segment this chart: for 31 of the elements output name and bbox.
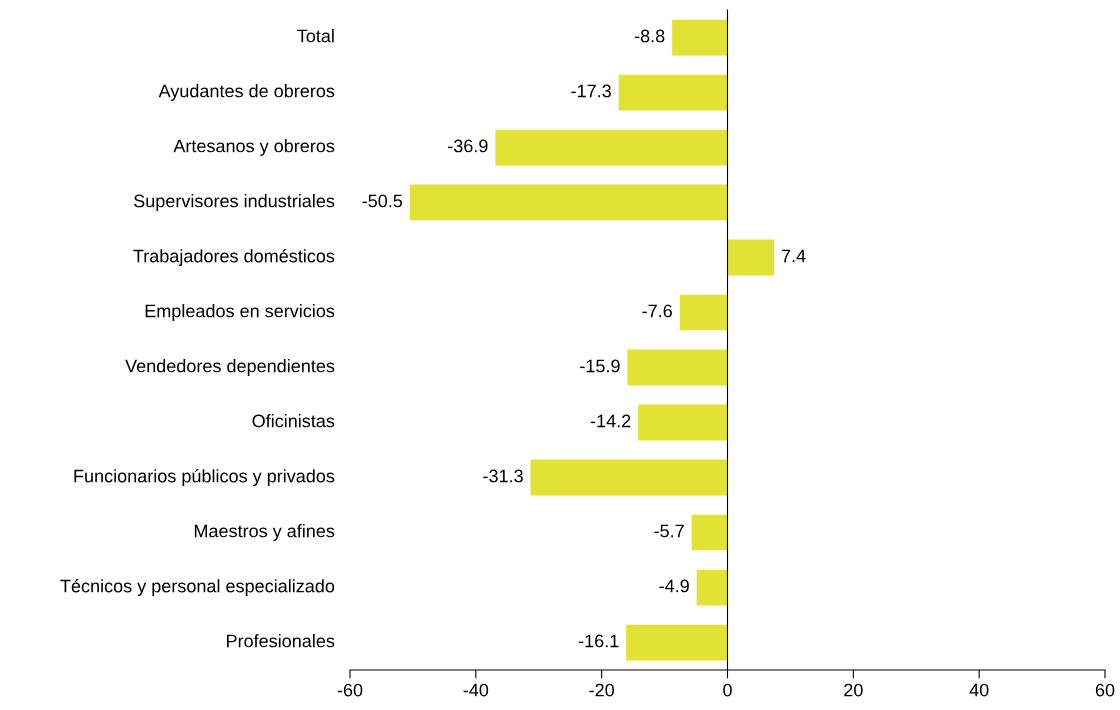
data-label: -36.9 bbox=[448, 139, 488, 153]
y-tick-label: Ayudantes de obreros bbox=[158, 84, 335, 101]
data-label: -8.8 bbox=[634, 29, 665, 43]
data-label: -16.1 bbox=[578, 634, 619, 648]
y-tick-label: Supervisores industriales bbox=[134, 194, 335, 211]
data-label: -5.7 bbox=[654, 524, 684, 538]
y-tick-label: Artesanos y obreros bbox=[173, 139, 335, 156]
y-tick-label: Funcionarios públicos y privados bbox=[74, 468, 335, 487]
x-tick-label: 20 bbox=[844, 683, 863, 697]
data-label: -15.9 bbox=[580, 359, 620, 373]
y-tick-label: Vendedores dependientes bbox=[125, 359, 335, 376]
y-tick-label: Maestros y afines bbox=[194, 524, 335, 541]
y-tick-label: Técnicos y personal especializado bbox=[60, 578, 335, 597]
x-tick-label: -20 bbox=[589, 683, 615, 697]
x-tick-label: -40 bbox=[463, 683, 489, 697]
y-tick-label: Empleados en servicios bbox=[145, 304, 335, 321]
x-tick-label: -60 bbox=[337, 683, 363, 697]
data-label: 7.4 bbox=[781, 249, 806, 263]
y-tick-label: Oficinistas bbox=[252, 414, 335, 428]
x-tick-label: 0 bbox=[723, 683, 732, 697]
data-label: -17.3 bbox=[571, 84, 611, 98]
data-label: -14.2 bbox=[590, 414, 631, 428]
y-tick-label: Profesionales bbox=[226, 634, 335, 648]
x-tick-label: 60 bbox=[1095, 683, 1115, 697]
x-tick-label: 40 bbox=[969, 683, 989, 697]
y-tick-label: Trabajadores domésticos bbox=[133, 248, 335, 267]
data-label: -4.9 bbox=[659, 579, 689, 593]
data-label: -31.3 bbox=[483, 469, 523, 483]
data-label: -7.6 bbox=[642, 304, 672, 318]
data-label: -50.5 bbox=[362, 194, 403, 208]
y-tick-label: Total bbox=[297, 29, 334, 43]
